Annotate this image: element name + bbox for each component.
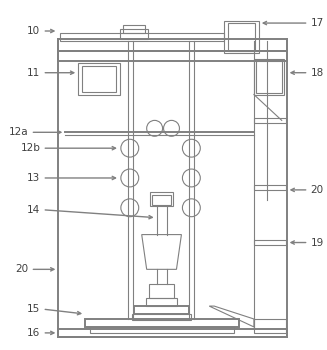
Text: 14: 14	[27, 205, 41, 215]
Bar	[123, 25, 145, 33]
Text: 13: 13	[27, 173, 41, 183]
Text: 19: 19	[311, 238, 324, 247]
Text: 17: 17	[311, 18, 324, 28]
Bar	[146, 298, 178, 306]
Bar	[120, 29, 148, 39]
Text: 20: 20	[311, 185, 324, 195]
Bar	[228, 23, 255, 51]
Bar	[132, 314, 191, 320]
Bar	[254, 59, 284, 94]
Bar	[82, 66, 116, 92]
Bar	[254, 319, 286, 333]
Text: 18: 18	[311, 68, 324, 78]
Bar	[78, 63, 120, 94]
Bar	[58, 329, 287, 337]
Bar	[58, 39, 287, 51]
Bar	[85, 319, 239, 327]
Bar	[60, 33, 224, 41]
Text: 15: 15	[27, 304, 41, 314]
Bar	[224, 21, 259, 53]
Bar	[256, 61, 282, 93]
Text: 10: 10	[27, 26, 41, 36]
Text: 16: 16	[27, 328, 41, 338]
Bar	[152, 195, 171, 205]
Text: 12a: 12a	[9, 127, 28, 137]
Bar	[90, 327, 234, 333]
Bar	[149, 284, 175, 298]
Bar	[254, 239, 286, 245]
Text: 20: 20	[15, 264, 28, 274]
Bar	[134, 306, 189, 314]
Bar	[58, 51, 287, 61]
Text: 11: 11	[27, 68, 41, 78]
Bar	[150, 192, 174, 206]
Bar	[254, 185, 286, 190]
Text: 12b: 12b	[21, 143, 41, 153]
Bar	[254, 118, 286, 123]
